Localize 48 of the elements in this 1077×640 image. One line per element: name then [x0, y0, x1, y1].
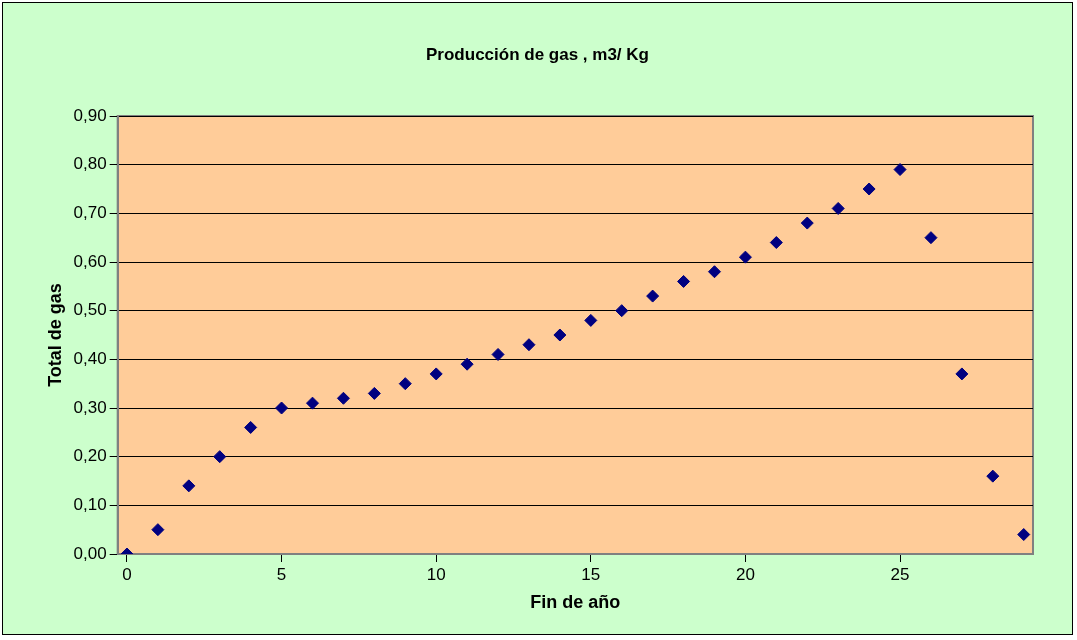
point [986, 469, 1000, 483]
point [738, 250, 752, 264]
y-tick-label: 0,80 [73, 154, 107, 174]
x-tick-label: 20 [735, 564, 755, 584]
y-axis-title: Total de gas [44, 283, 65, 387]
y-tick-label: 0,00 [73, 543, 107, 563]
point [615, 304, 629, 318]
point [1017, 528, 1031, 542]
point [646, 289, 660, 303]
point [584, 313, 598, 327]
y-tick-label: 0,30 [73, 397, 107, 417]
point [244, 420, 258, 434]
point [522, 338, 536, 352]
x-tick-label: 25 [890, 564, 910, 584]
y-tick-label: 0,50 [73, 300, 107, 320]
point [151, 523, 165, 537]
y-tick-label: 0,60 [73, 251, 107, 271]
x-tick-label: 10 [426, 564, 446, 584]
x-axis-title: Fin de año [530, 592, 621, 613]
point [491, 347, 505, 361]
point [708, 265, 721, 279]
point [677, 274, 691, 288]
y-tick-label: 0,70 [73, 203, 107, 223]
point [367, 386, 381, 400]
point [460, 357, 474, 371]
y-tick-label: 0,40 [73, 349, 107, 369]
point [893, 163, 907, 177]
point [924, 231, 938, 245]
point [800, 216, 814, 230]
x-tick-label: 15 [581, 564, 601, 584]
point [398, 377, 412, 391]
point [862, 182, 876, 196]
point [553, 328, 567, 342]
point [275, 401, 289, 415]
point [429, 367, 443, 381]
point [769, 236, 783, 250]
y-tick-label: 0,90 [73, 105, 107, 125]
point [306, 396, 319, 410]
x-tick-label: 0 [122, 564, 132, 584]
point [336, 391, 350, 405]
y-tick-label: 0,20 [73, 446, 107, 466]
point [831, 201, 845, 215]
chart-title: Producción de gas , m3/ Kg [425, 45, 650, 65]
point [213, 450, 227, 464]
point [182, 479, 196, 493]
x-tick-label: 5 [276, 564, 287, 584]
y-tick-label: 0,10 [73, 495, 107, 515]
point [955, 367, 969, 381]
